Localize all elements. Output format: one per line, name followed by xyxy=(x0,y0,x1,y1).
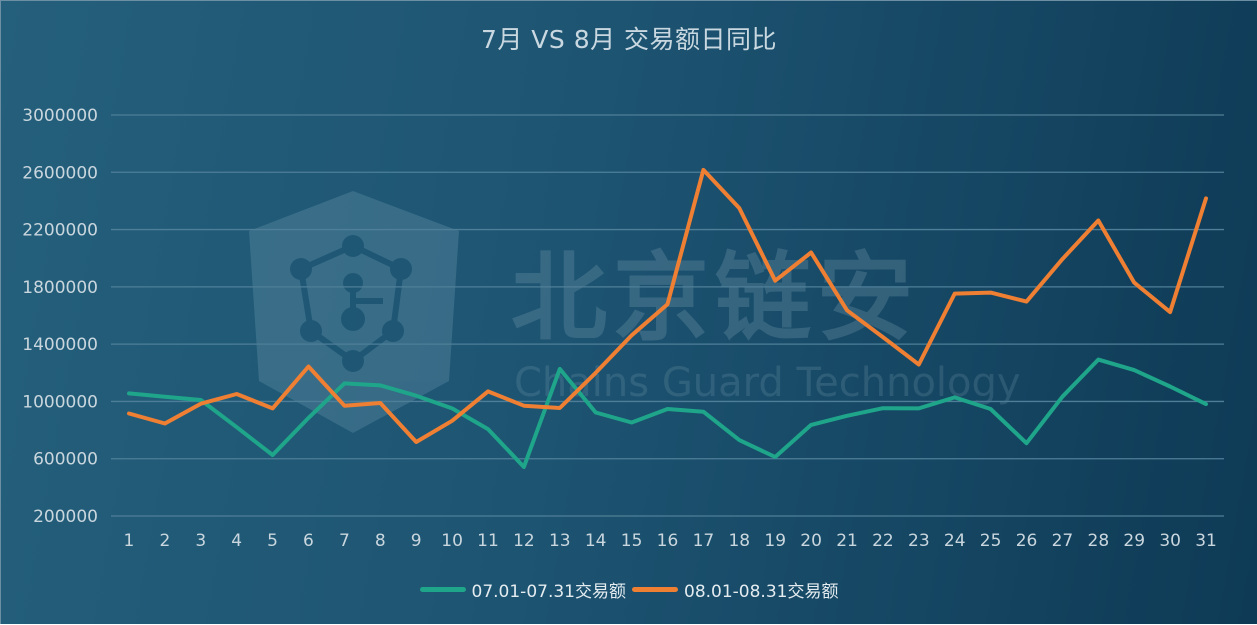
x-tick-label: 6 xyxy=(303,531,314,551)
x-tick-label: 20 xyxy=(800,531,822,551)
x-tick-label: 17 xyxy=(693,531,715,551)
x-tick-label: 19 xyxy=(764,531,786,551)
x-tick-label: 24 xyxy=(944,531,966,551)
x-tick-label: 11 xyxy=(477,531,499,551)
x-tick-label: 1 xyxy=(124,531,135,551)
legend-item-july[interactable]: 07.01-07.31交易额 xyxy=(419,577,626,602)
x-tick-label: 27 xyxy=(1052,531,1074,551)
x-tick-label: 2 xyxy=(159,531,170,551)
y-tick-label: 1400000 xyxy=(22,335,98,355)
y-tick-label: 1000000 xyxy=(22,392,98,412)
legend-label-august: 08.01-08.31交易额 xyxy=(684,582,839,602)
x-tick-label: 10 xyxy=(441,531,463,551)
legend: 07.01-07.31交易额 08.01-08.31交易额 xyxy=(1,577,1257,602)
watermark-cn-text: 北京链安 xyxy=(511,242,919,354)
x-tick-label: 8 xyxy=(375,531,386,551)
x-tick-label: 28 xyxy=(1088,531,1110,551)
series-line-august[interactable] xyxy=(127,167,1208,444)
x-tick-label: 4 xyxy=(231,531,242,551)
x-tick-label: 31 xyxy=(1195,531,1217,551)
x-tick-label: 26 xyxy=(1016,531,1038,551)
x-tick-label: 9 xyxy=(411,531,422,551)
y-tick-label: 1800000 xyxy=(22,278,98,298)
x-tick-label: 18 xyxy=(728,531,750,551)
x-axis-ticks: 1 2 3 4 5 6 7 8 9 10 11 12 13 14 15 16 17 18 19 20 21 22 23 24 2… xyxy=(124,531,1217,551)
y-tick-label: 2600000 xyxy=(22,163,98,183)
x-tick-label: 13 xyxy=(549,531,571,551)
x-tick-label: 23 xyxy=(908,531,930,551)
series-line-july[interactable] xyxy=(127,357,1208,469)
chart-title: 7月 VS 8月 交易额日同比 xyxy=(480,25,778,54)
y-axis-ticks: 200000 600000 1000000 1400000 1800000 2200000… xyxy=(22,106,98,527)
x-tick-label: 7 xyxy=(339,531,350,551)
x-tick-label: 14 xyxy=(585,531,607,551)
x-tick-label: 16 xyxy=(657,531,679,551)
y-tick-label: 3000000 xyxy=(22,106,98,126)
legend-swatch-august xyxy=(632,587,678,592)
x-tick-label: 29 xyxy=(1123,531,1145,551)
x-tick-label: 22 xyxy=(872,531,894,551)
series-lines xyxy=(127,167,1208,469)
x-tick-label: 15 xyxy=(621,531,643,551)
legend-swatch-july xyxy=(419,587,466,592)
x-tick-label: 5 xyxy=(267,531,278,551)
x-tick-label: 30 xyxy=(1159,531,1181,551)
legend-item-august[interactable]: 08.01-08.31交易额 xyxy=(632,577,838,602)
x-tick-label: 3 xyxy=(195,531,206,551)
x-tick-label: 25 xyxy=(980,531,1002,551)
y-tick-label: 600000 xyxy=(33,450,98,470)
y-tick-label: 2200000 xyxy=(22,221,98,241)
x-tick-label: 12 xyxy=(513,531,535,551)
legend-label-july: 07.01-07.31交易额 xyxy=(471,582,626,602)
x-tick-label: 21 xyxy=(836,531,858,551)
y-tick-label: 200000 xyxy=(33,507,98,527)
